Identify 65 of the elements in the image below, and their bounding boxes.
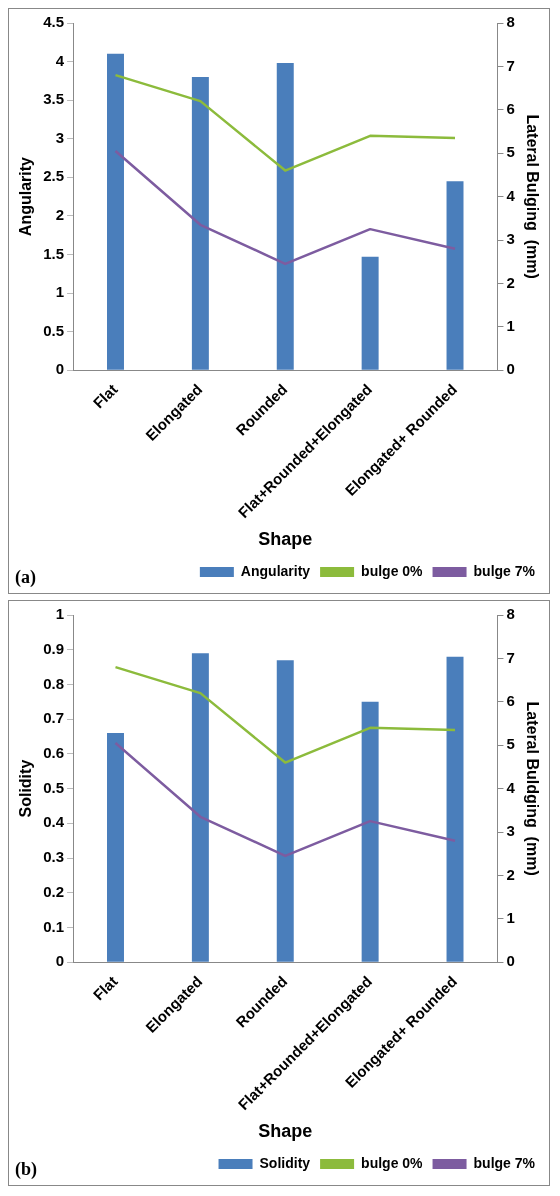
y-tick-label: 0.4 [43, 813, 65, 831]
y-tick-label: 0.5 [43, 321, 65, 339]
y2-tick-label: 3 [506, 230, 515, 248]
y2-tick-label: 7 [506, 56, 515, 74]
y2-axis-title: Lateral Buldging (mm) [523, 701, 541, 876]
y2-tick-label: 5 [506, 735, 515, 753]
y2-tick-label: 6 [506, 99, 515, 117]
y-tick-label: 0.1 [43, 917, 65, 935]
x-tick-label: Flat [89, 380, 121, 412]
y-tick-label: 0 [55, 360, 65, 378]
bar [276, 63, 294, 370]
legend-label: bulge 7% [473, 562, 536, 579]
x-axis-title: Shape [258, 529, 313, 550]
bar [191, 653, 209, 962]
y-axis-title: Angularity [17, 156, 35, 237]
y-tick-label: 0.2 [43, 882, 65, 900]
legend-label: bulge 7% [473, 1154, 536, 1171]
legend-label: bulge 0% [361, 1154, 424, 1171]
y2-tick-label: 8 [506, 605, 515, 623]
y2-tick-label: 6 [506, 691, 515, 709]
y2-tick-label: 3 [506, 822, 515, 840]
bar [361, 701, 379, 962]
y-tick-label: 1 [55, 605, 65, 623]
y2-tick-label: 4 [506, 186, 516, 204]
y-tick-label: 0.9 [43, 639, 65, 657]
x-tick-label: Flat [89, 972, 121, 1004]
y2-tick-label: 4 [506, 778, 516, 796]
legend-label: bulge 0% [361, 562, 424, 579]
bar [446, 656, 464, 962]
y-tick-label: 0.7 [43, 709, 65, 727]
y-tick-label: 1.5 [43, 244, 65, 262]
y-tick-label: 0.8 [43, 674, 65, 692]
bar [276, 660, 294, 962]
y-axis-title: Solidity [17, 759, 35, 818]
legend-label: Angularity [240, 562, 311, 579]
y-tick-label: 0.5 [43, 778, 65, 796]
y2-tick-label: 1 [506, 316, 515, 334]
y-tick-label: 2.5 [43, 167, 65, 185]
y-tick-label: 0.6 [43, 744, 65, 762]
y-tick-label: 3.5 [43, 90, 65, 108]
y-tick-label: 0.3 [43, 848, 65, 866]
y2-tick-label: 0 [506, 360, 515, 378]
y2-tick-label: 2 [506, 273, 515, 291]
y2-tick-label: 2 [506, 865, 515, 883]
bar [446, 181, 464, 370]
bar [107, 53, 124, 370]
y2-tick-label: 8 [506, 13, 515, 31]
y2-tick-label: 7 [506, 648, 515, 666]
bar [361, 256, 379, 370]
y-tick-label: 1 [55, 283, 65, 301]
legend-label: Solidity [259, 1154, 311, 1171]
y-tick-label: 4 [55, 51, 65, 69]
y-tick-label: 2 [55, 206, 65, 224]
bar [107, 733, 124, 962]
y-tick-label: 3 [55, 128, 65, 146]
y2-tick-label: 5 [506, 143, 515, 161]
y2-tick-label: 0 [506, 952, 515, 970]
text: (b) [15, 1158, 37, 1180]
bar [191, 77, 209, 370]
y-tick-label: 4.5 [43, 13, 65, 31]
y-tick-label: 0 [55, 952, 65, 970]
x-axis-title: Shape [258, 1121, 313, 1142]
y2-axis-title: Lateral Bulging (mm) [523, 114, 541, 279]
text: (a) [15, 566, 36, 588]
y2-tick-label: 1 [506, 908, 515, 926]
